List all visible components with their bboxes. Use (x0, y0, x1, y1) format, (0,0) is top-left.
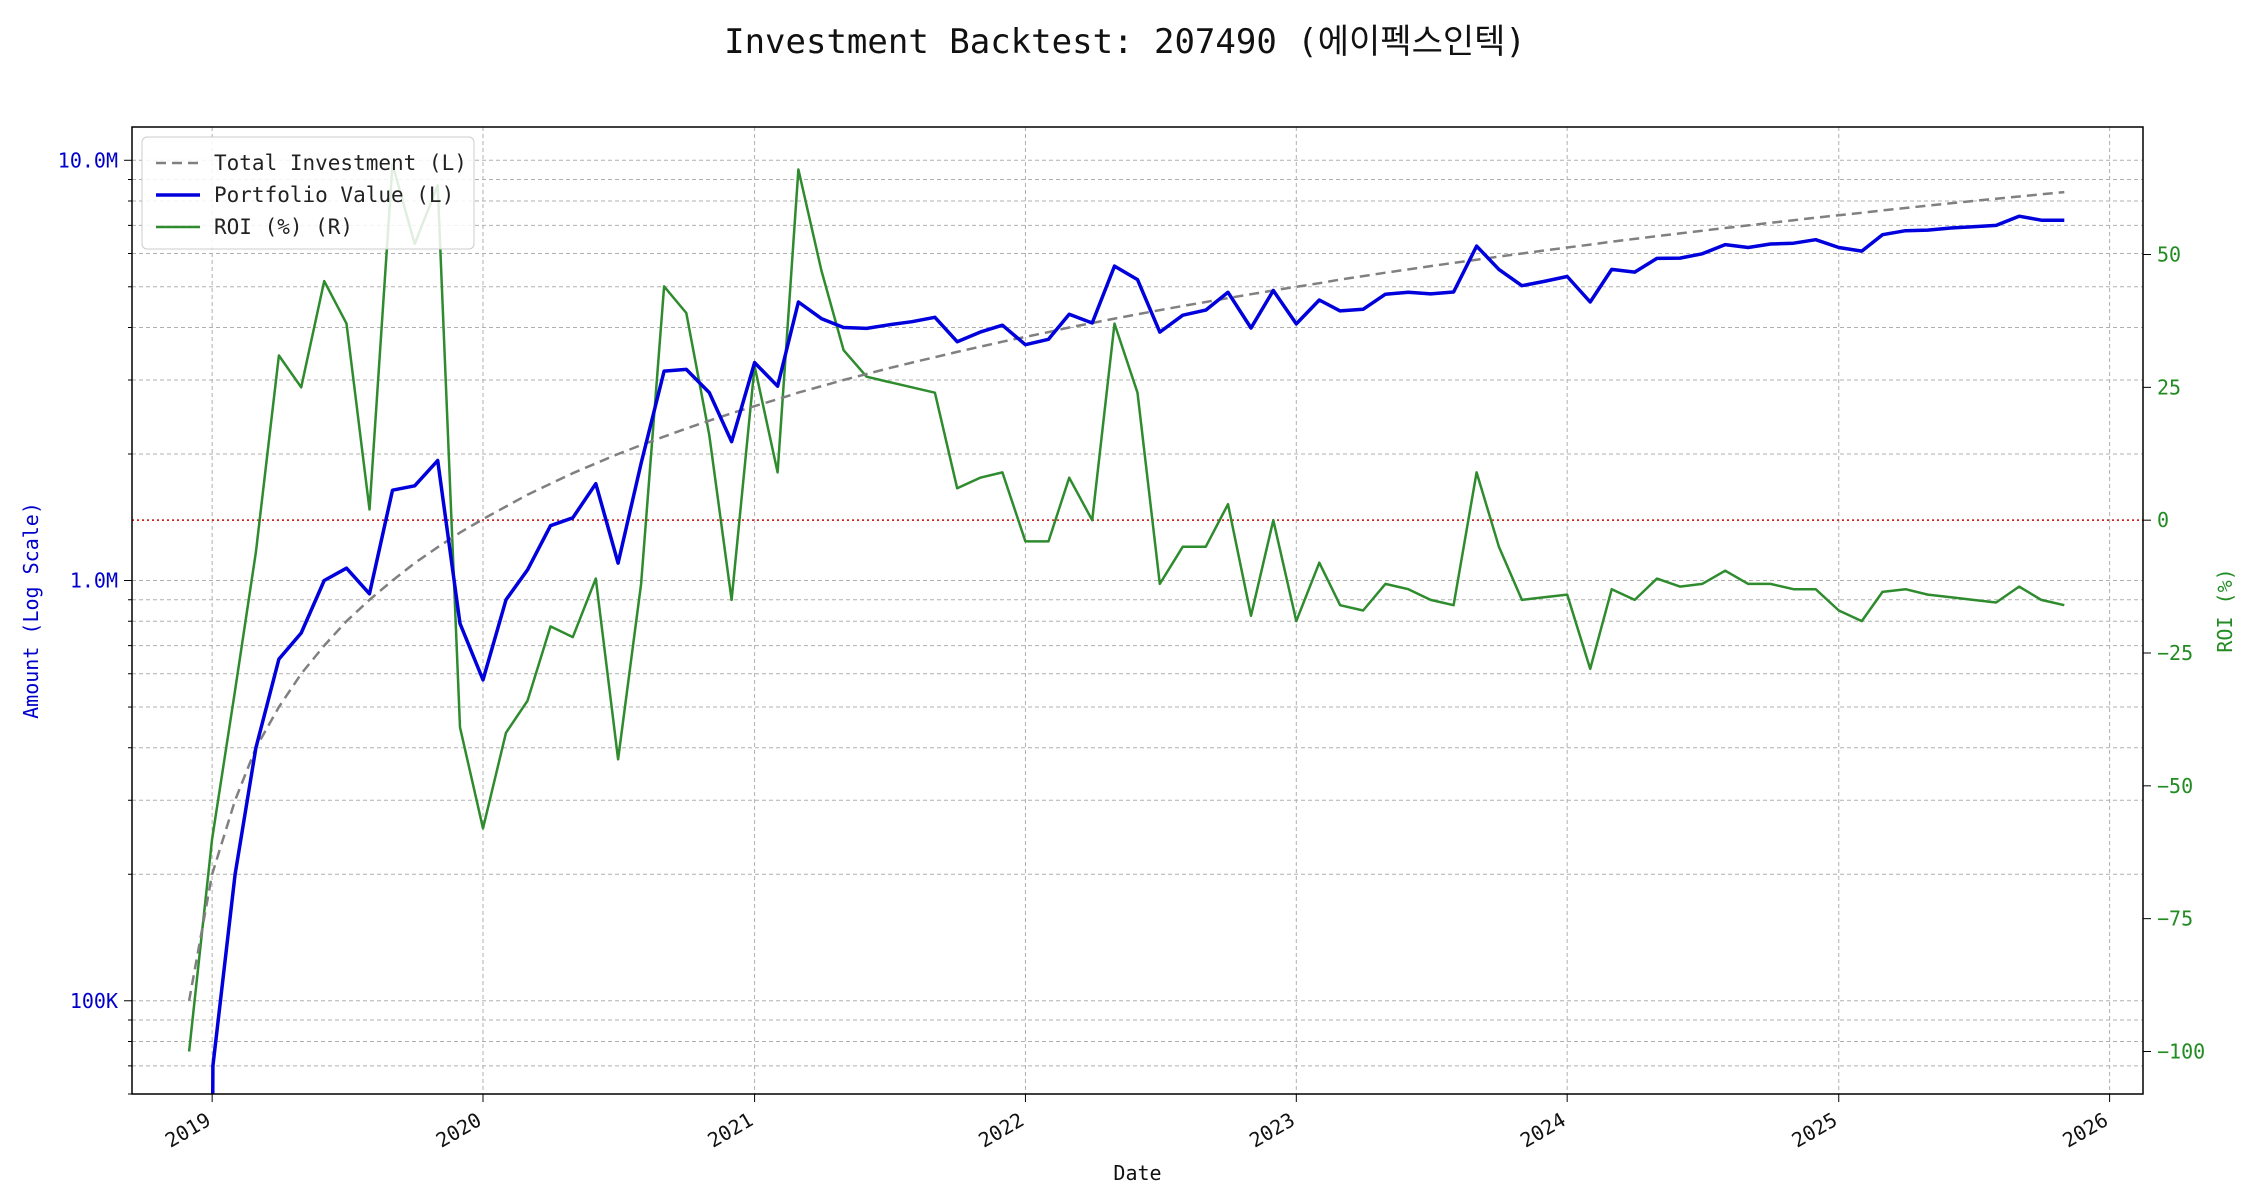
legend-label: Total Investment (L) (214, 151, 467, 175)
right-tick-label: −50 (2157, 774, 2193, 798)
right-tick-label: 0 (2157, 508, 2169, 532)
series-line-roi-r (187, 162, 2065, 1052)
series-line-total-investment-l (187, 190, 2065, 1002)
x-tick-label: 2021 (703, 1108, 757, 1153)
legend-label: Portfolio Value (L) (214, 183, 454, 207)
series-line-portfolio-value-l (211, 214, 2065, 1094)
right-y-axis-title: ROI (%) (2213, 568, 2237, 652)
x-tick-label: 2022 (974, 1108, 1028, 1153)
grid-layer (132, 127, 2143, 1095)
right-tick-label: 25 (2157, 375, 2181, 399)
chart-title: Investment Backtest: 207490 (에이펙스인텍) (724, 22, 1526, 62)
left-tick-label: 100K (70, 989, 118, 1013)
plot-frame (131, 126, 2144, 1095)
legend-box (141, 136, 475, 250)
right-tick-label: 50 (2157, 243, 2181, 267)
x-tick-label: 2026 (2058, 1108, 2112, 1153)
right-tick-label: −75 (2157, 907, 2193, 931)
x-axis-title: Date (1113, 1161, 1161, 1185)
left-tick-label: 1.0M (70, 569, 118, 593)
tick-layer: 2019 2020 2021 2022 2023 2024 2025 2026 100K 1.0M… (58, 148, 2205, 1152)
x-tick-label: 2024 (1516, 1108, 1570, 1153)
left-y-axis-title: Amount (Log Scale) (19, 502, 43, 719)
x-tick-label: 2019 (161, 1108, 215, 1153)
right-tick-label: −25 (2157, 641, 2193, 665)
x-tick-label: 2023 (1245, 1108, 1299, 1153)
x-tick-label: 2025 (1788, 1108, 1842, 1153)
legend: Total Investment (L) Portfolio Value (L) R… (141, 136, 475, 250)
series-layer (187, 162, 2065, 1094)
right-tick-label: −100 (2157, 1039, 2205, 1063)
x-tick-label: 2020 (432, 1108, 486, 1153)
left-tick-label: 10.0M (58, 148, 118, 172)
legend-label: ROI (%) (R) (214, 215, 353, 239)
